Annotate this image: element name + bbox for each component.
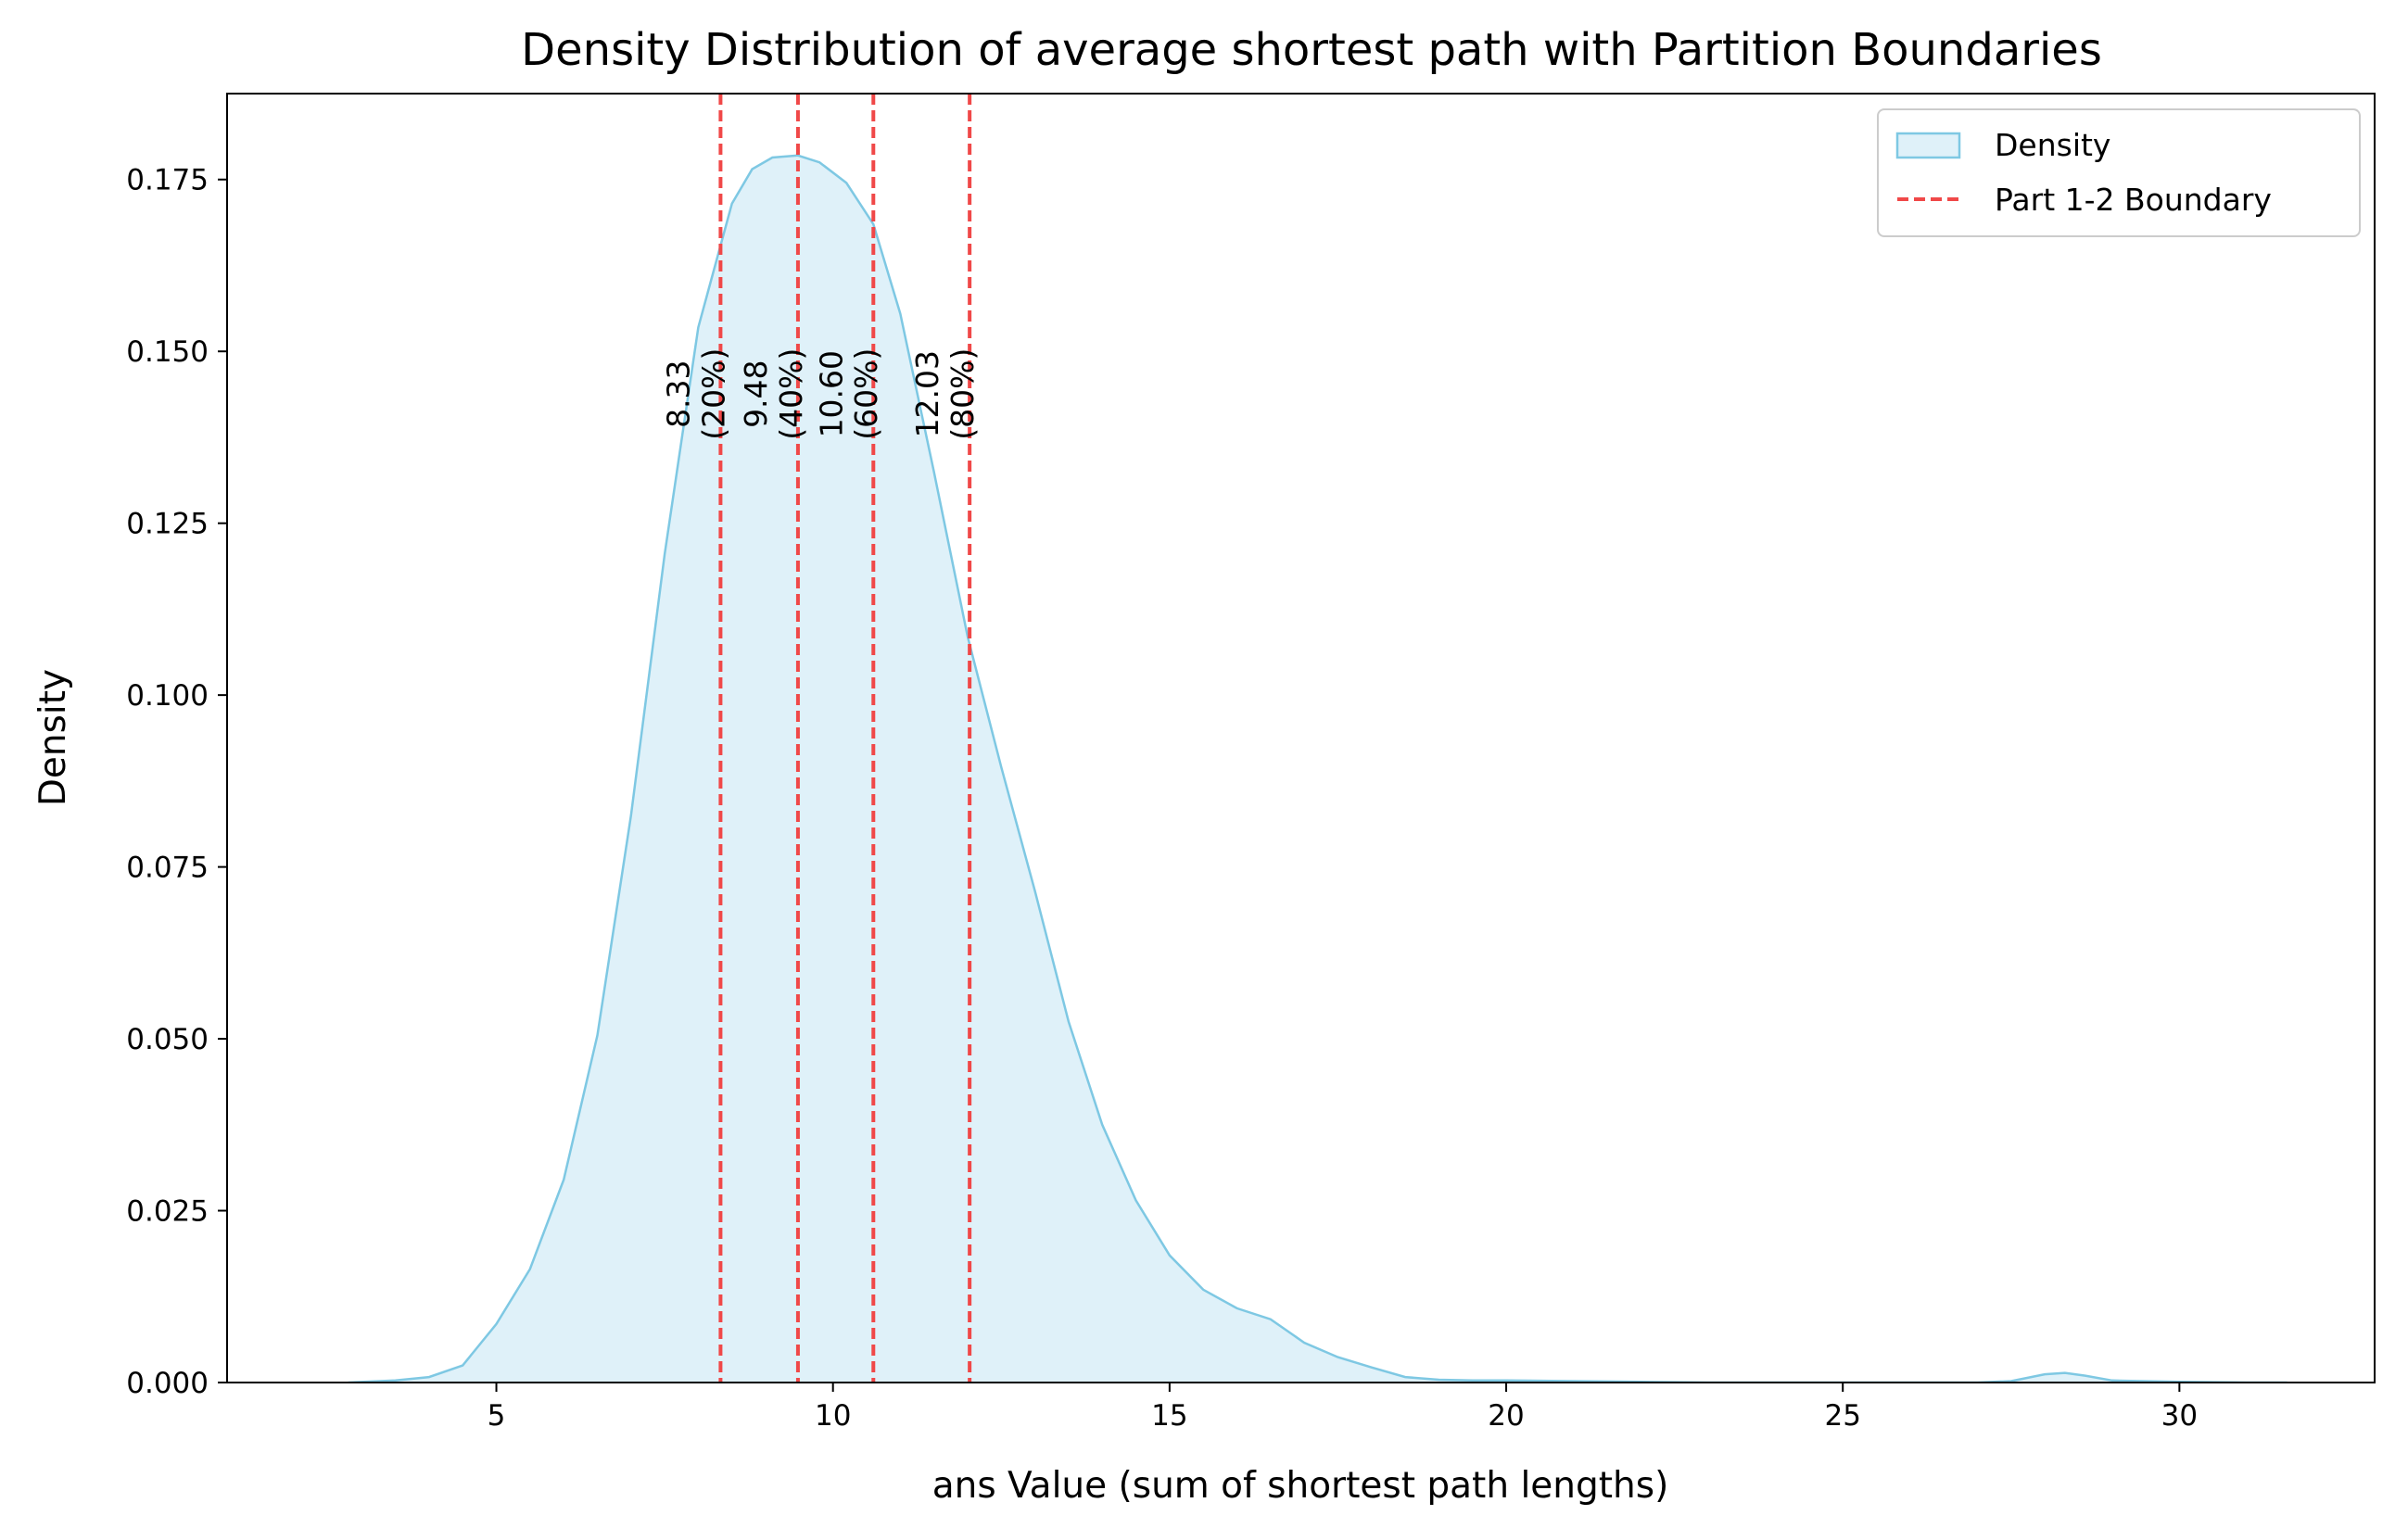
legend: Density Part 1-2 Boundary xyxy=(1877,108,2361,237)
x-tick-label: 10 xyxy=(815,1399,851,1433)
y-tick-label: 0.125 xyxy=(126,508,209,541)
x-axis: 5 10 15 20 25 30 xyxy=(488,1383,2198,1433)
legend-label-boundary: Part 1-2 Boundary xyxy=(1995,182,2272,218)
boundary-label-4: 12.03(80%) xyxy=(909,348,981,440)
y-tick-label: 0.050 xyxy=(126,1023,209,1056)
y-axis-label: Density xyxy=(32,669,74,806)
boundary-label-2: 9.48(40%) xyxy=(738,348,809,440)
density-line xyxy=(348,154,2288,1383)
y-tick-label: 0.075 xyxy=(126,852,209,885)
boundary-label-3: 10.60(60%) xyxy=(813,348,884,440)
plot-area: 8.33(20%) 9.48(40%) 10.60(60%) 12.03(80%) xyxy=(348,94,2288,1383)
y-tick-label: 0.100 xyxy=(126,679,209,713)
boundary-label-1: 8.33(20%) xyxy=(660,348,731,440)
legend-swatch-density xyxy=(1895,132,1961,159)
legend-label-density: Density xyxy=(1995,127,2110,163)
y-tick-label: 0.150 xyxy=(126,335,209,369)
chart-title: Density Distribution of average shortest… xyxy=(521,24,2102,76)
x-tick-label: 20 xyxy=(1488,1399,1524,1433)
x-tick-label: 15 xyxy=(1151,1399,1187,1433)
density-area xyxy=(348,155,2288,1383)
x-axis-label: ans Value (sum of shortest path lengths) xyxy=(932,1465,1669,1507)
x-tick-label: 25 xyxy=(1824,1399,1860,1433)
y-tick-label: 0.000 xyxy=(126,1367,209,1400)
y-tick-label: 0.025 xyxy=(126,1195,209,1229)
legend-frame xyxy=(1877,108,2361,237)
x-tick-label: 30 xyxy=(2161,1399,2198,1433)
axes-frame xyxy=(226,93,2376,1383)
y-axis: 0.000 0.025 0.050 0.075 0.100 0.125 0.150 0.175 xyxy=(126,164,227,1400)
y-tick-label: 0.175 xyxy=(126,164,209,197)
x-tick-label: 5 xyxy=(488,1399,506,1433)
